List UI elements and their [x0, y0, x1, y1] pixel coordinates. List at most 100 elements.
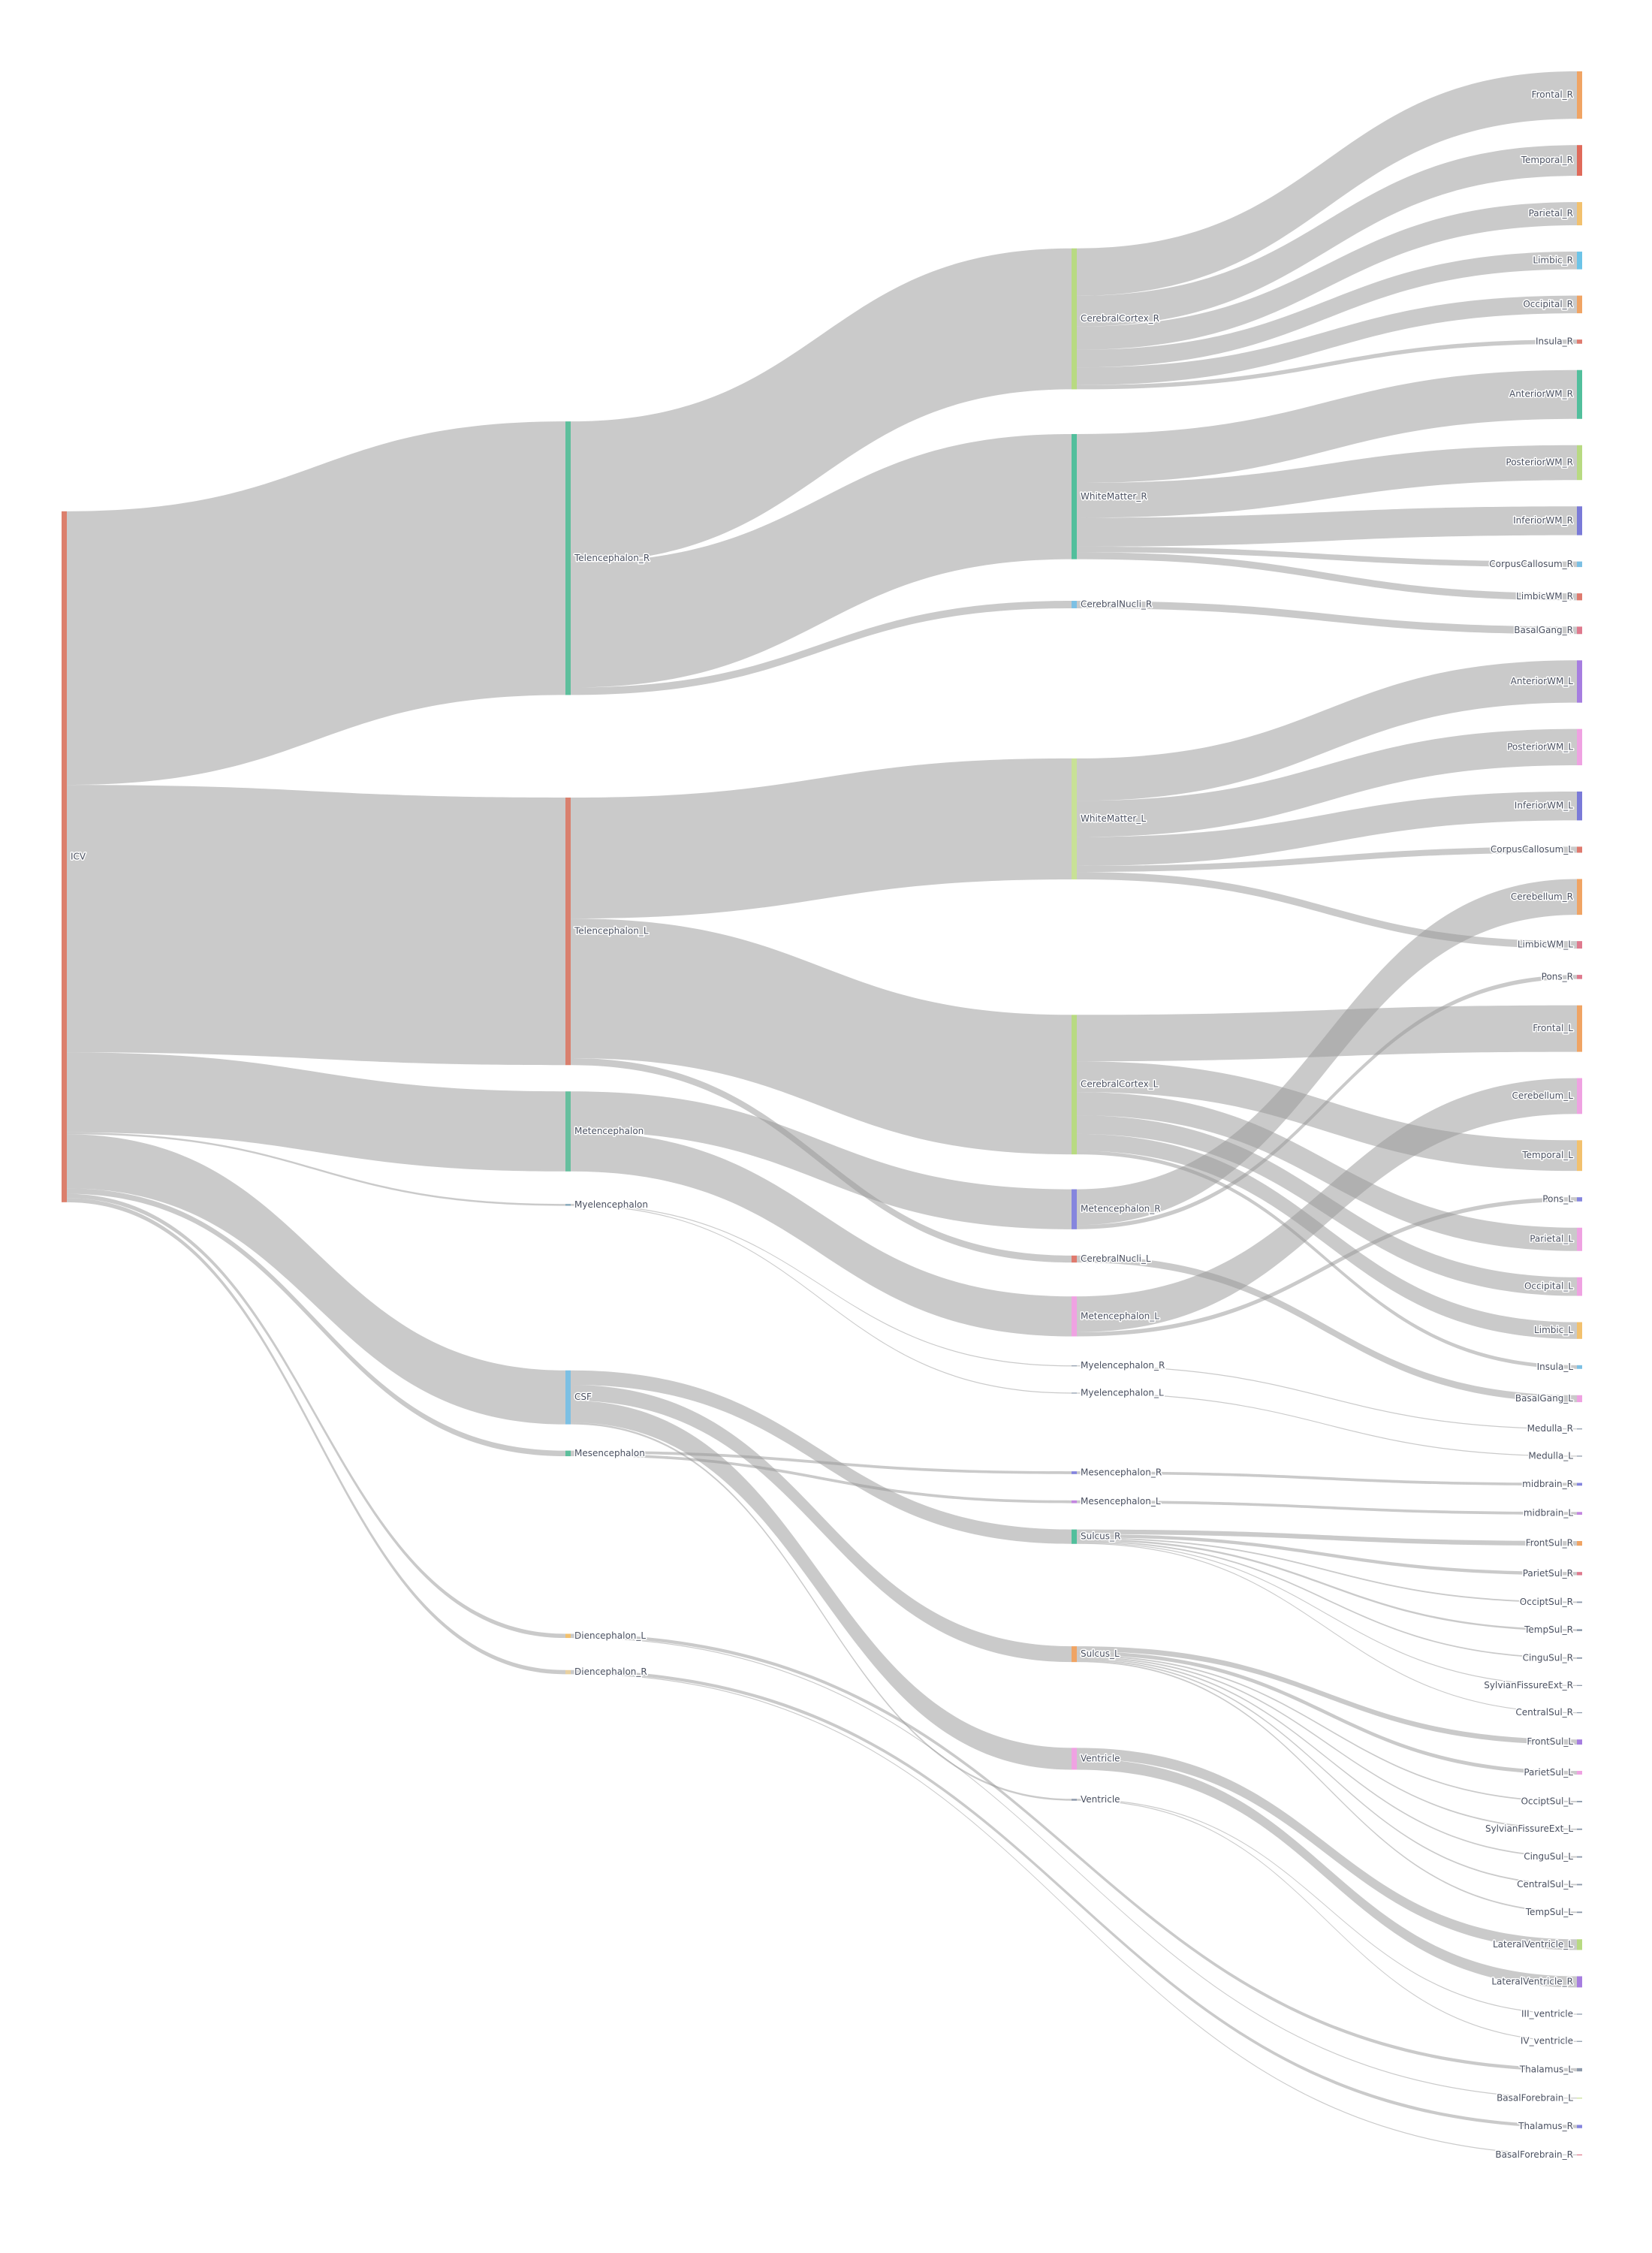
node: [1577, 1800, 1582, 1802]
node-label: CentralSul_L: [1517, 1879, 1573, 1890]
node: [1577, 1455, 1582, 1457]
node: [1577, 1322, 1582, 1339]
node: [1577, 1078, 1582, 1114]
node-label: LateralVentricle_R: [1491, 1976, 1573, 1986]
link: [67, 1132, 565, 1206]
link: [1077, 1061, 1577, 1172]
node: [1577, 660, 1582, 703]
node-label: Metencephalon: [574, 1126, 644, 1136]
link: [571, 918, 1072, 1155]
node: [1577, 369, 1582, 419]
node-label: CerebralCortex_L: [1081, 1079, 1159, 1090]
link: [1077, 1151, 1577, 1369]
link: [1077, 552, 1577, 601]
link: [1077, 791, 1577, 867]
node: [1577, 202, 1582, 226]
node: [1072, 1500, 1077, 1504]
node: [1577, 1428, 1582, 1430]
node: [1577, 941, 1582, 949]
link: [571, 248, 1072, 562]
link: [1077, 1092, 1577, 1251]
node: [1577, 879, 1582, 915]
link: [1077, 1538, 1577, 1631]
link: [1077, 202, 1577, 350]
node: [1577, 71, 1582, 119]
link: [571, 1384, 1072, 1663]
node-label: CerebralNucli_L: [1081, 1253, 1151, 1264]
node-label: Telencephalon_L: [574, 926, 649, 936]
link: [67, 421, 565, 786]
link: [67, 1134, 565, 1425]
node-label: Temporal_L: [1521, 1150, 1573, 1160]
link: [571, 1669, 1577, 2128]
link: [1077, 1500, 1577, 1515]
link: [1077, 71, 1577, 296]
link: [571, 1633, 1577, 2072]
link: [67, 1052, 565, 1172]
link: [1077, 1659, 1577, 1886]
node-label: ParietSul_R: [1523, 1568, 1573, 1579]
link: [571, 1401, 1072, 1770]
node-label: Frontal_R: [1532, 89, 1573, 100]
node: [1577, 1482, 1582, 1486]
node-label: AnteriorWM_R: [1509, 389, 1573, 400]
node-label: CerebralNucli_R: [1081, 599, 1152, 609]
node: [1577, 593, 1582, 601]
node: [1577, 252, 1582, 270]
node: [1072, 1748, 1077, 1770]
node: [565, 421, 571, 695]
link: [571, 1204, 1072, 1367]
node: [565, 798, 571, 1066]
node: [1577, 1712, 1582, 1714]
link: [1077, 1471, 1577, 1486]
node: [1577, 1739, 1582, 1745]
node: [1072, 1471, 1077, 1474]
node-label: BasalGang_R: [1514, 625, 1573, 635]
link: [67, 1193, 565, 1639]
link: [571, 1091, 1072, 1229]
node: [565, 1370, 571, 1425]
node-label: Medulla_L: [1528, 1450, 1573, 1461]
node-label: Parietal_R: [1529, 208, 1573, 219]
node: [1577, 791, 1582, 821]
link: [571, 1450, 1072, 1474]
node: [1577, 846, 1582, 853]
node-label: Parietal_L: [1530, 1234, 1573, 1244]
node-label: WhiteMatter_R: [1081, 491, 1147, 502]
link: [1077, 1005, 1577, 1062]
node: [1577, 1884, 1582, 1886]
link: [1077, 445, 1577, 518]
node: [1577, 1629, 1582, 1631]
node-label: TempSul_L: [1525, 1907, 1574, 1917]
node-label: LimbicWM_L: [1518, 940, 1573, 950]
node-label: Myelencephalon_R: [1081, 1360, 1165, 1371]
link: [1077, 546, 1577, 568]
node: [1577, 1277, 1582, 1296]
node-label: Diencephalon_R: [574, 1666, 647, 1677]
link: [1077, 1657, 1577, 1858]
node: [1072, 758, 1077, 879]
node-label: AnteriorWM_L: [1511, 676, 1574, 686]
node-label: FrontSul_L: [1527, 1736, 1573, 1747]
node-label: Thalamus_L: [1519, 2064, 1574, 2075]
node-label: CinguSul_L: [1524, 1851, 1573, 1862]
link: [1077, 975, 1577, 1229]
node-label: BasalGang_L: [1515, 1393, 1573, 1404]
node-label: CinguSul_R: [1523, 1652, 1573, 1663]
node-label: Medulla_R: [1527, 1423, 1573, 1434]
link: [1077, 252, 1577, 368]
node-label: LimbicWM_R: [1516, 591, 1573, 602]
node: [1577, 1976, 1582, 1988]
node-label: Myelencephalon: [574, 1199, 648, 1210]
node-label: Diencephalon_L: [574, 1630, 646, 1641]
node: [1577, 1365, 1582, 1369]
node: [1577, 626, 1582, 635]
node-label: Mesencephalon_L: [1081, 1496, 1161, 1507]
link: [67, 785, 565, 1066]
link: [571, 433, 1072, 688]
link: [571, 1205, 1072, 1394]
node-label: Occipital_R: [1523, 299, 1573, 309]
link: [1077, 1646, 1577, 1745]
node: [1072, 1015, 1077, 1155]
node-label: CentralSul_R: [1515, 1707, 1573, 1718]
